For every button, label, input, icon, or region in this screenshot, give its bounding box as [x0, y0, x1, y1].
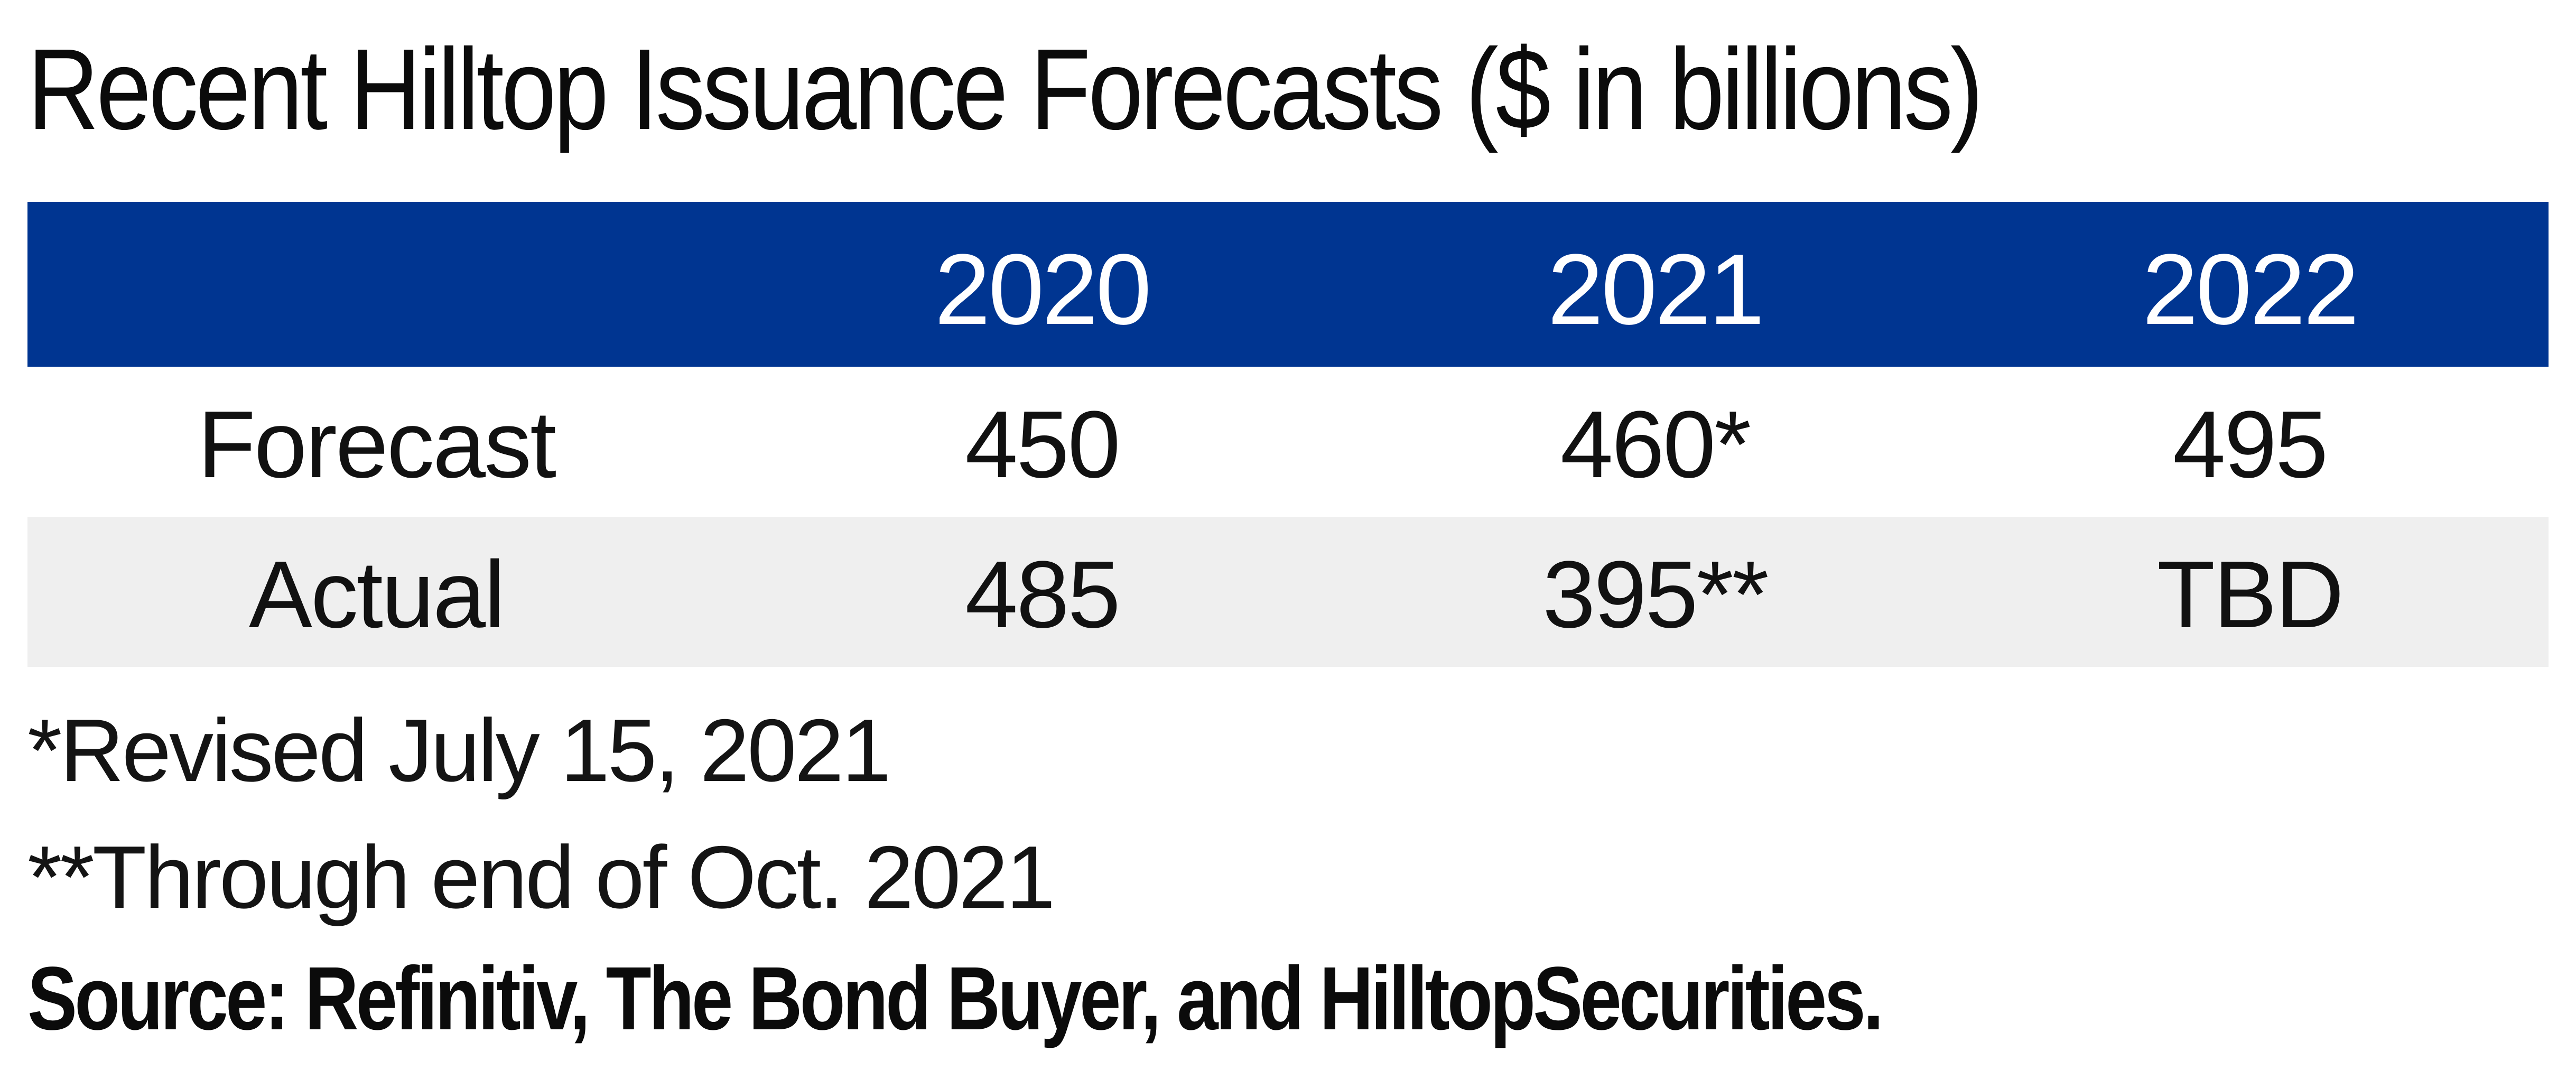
actual-2020-cell: 485 [965, 541, 1120, 648]
row-label-actual: Actual [248, 541, 505, 648]
header-cell-2022: 2022 [2142, 234, 2359, 346]
forecast-2021-cell: 460* [1560, 391, 1751, 498]
forecast-2022-cell: 495 [2172, 391, 2328, 498]
row-label-forecast: Forecast [197, 391, 556, 498]
table-header-row: 2020 2021 2022 [27, 202, 2549, 367]
table-row-forecast: Forecast 450 460* 495 [27, 367, 2549, 517]
forecast-table: 2020 2021 2022 Forecast 450 460* 495 Act… [27, 202, 2549, 667]
header-cell-empty [27, 279, 725, 290]
table-row-actual: Actual 485 395** TBD [27, 517, 2549, 667]
actual-2022-cell: TBD [2157, 541, 2344, 648]
chart-title: Recent Hilltop Issuance Forecasts ($ in … [27, 25, 1983, 154]
actual-2021-cell: 395** [1542, 541, 1769, 648]
footnote-through: **Through end of Oct. 2021 [27, 827, 1055, 927]
source-note: Source: Refinitiv, The Bond Buyer, and H… [27, 948, 1884, 1049]
forecast-2020-cell: 450 [965, 391, 1120, 498]
header-cell-2020: 2020 [934, 234, 1152, 346]
header-cell-2021: 2021 [1547, 234, 1765, 346]
footnote-revised: *Revised July 15, 2021 [27, 701, 891, 800]
